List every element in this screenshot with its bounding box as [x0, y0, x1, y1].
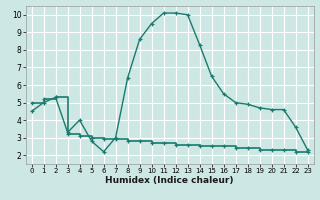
X-axis label: Humidex (Indice chaleur): Humidex (Indice chaleur) — [105, 176, 234, 185]
